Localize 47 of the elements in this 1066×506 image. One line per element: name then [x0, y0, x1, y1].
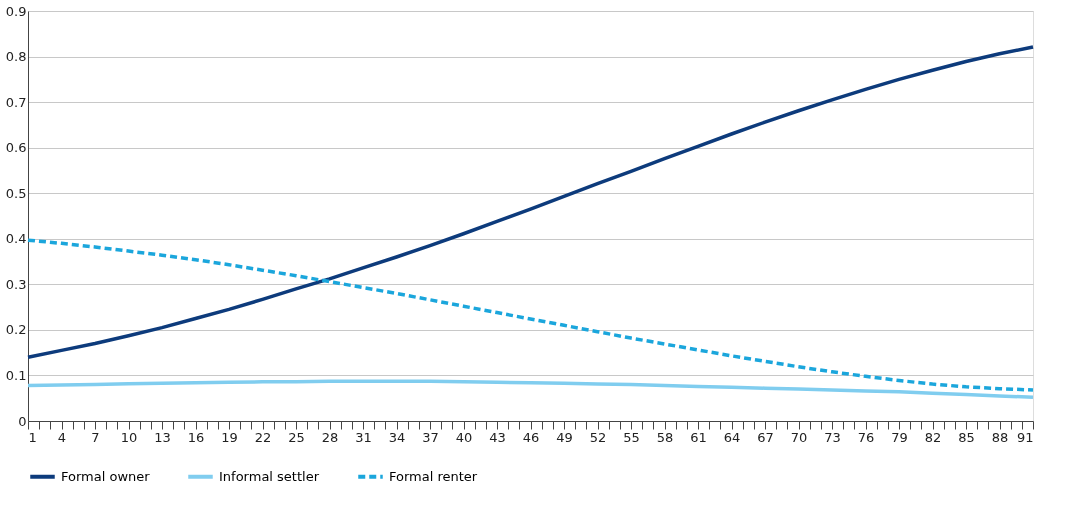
- x-tick-label: 58: [656, 429, 674, 445]
- x-tick-label: 37: [422, 429, 439, 445]
- x-tick-label: 82: [924, 429, 942, 445]
- x-tick-label: 31: [355, 429, 372, 445]
- x-tick-label: 88: [991, 429, 1009, 445]
- y-tick-label: 0.3: [5, 276, 27, 292]
- x-tick-label: 79: [891, 429, 908, 445]
- y-tick-label: 0: [18, 413, 27, 429]
- line-series: [26, 45, 1035, 359]
- x-tick-label: 13: [154, 429, 171, 445]
- line-series: [26, 238, 1035, 392]
- x-tick-label: 91: [1016, 429, 1034, 445]
- x-tick-label: 64: [723, 429, 741, 445]
- y-tick-label: 0.4: [5, 231, 27, 247]
- legend-label: Formal owner: [61, 468, 151, 484]
- x-tick-label: 55: [623, 429, 640, 445]
- x-tick-label: 1: [28, 429, 37, 445]
- legend-label: Informal settler: [219, 468, 320, 484]
- legend-label: Formal renter: [389, 468, 478, 484]
- x-tick-label: 70: [790, 429, 808, 445]
- line-series: [26, 379, 1035, 400]
- x-tick-label: 49: [556, 429, 573, 445]
- x-tick-label: 19: [221, 429, 238, 445]
- x-tick-label: 28: [321, 429, 339, 445]
- x-tick-label: 61: [690, 429, 707, 445]
- x-tick-label: 73: [824, 429, 841, 445]
- x-tick-label: 40: [455, 429, 473, 445]
- x-tick-label: 43: [489, 429, 506, 445]
- x-tick-label: 52: [589, 429, 607, 445]
- x-tick-label: 34: [388, 429, 406, 445]
- x-tick-label: 46: [522, 429, 540, 445]
- x-tick-label: 4: [57, 429, 67, 445]
- x-tick-label: 7: [91, 429, 100, 445]
- x-tick-label: 67: [757, 429, 774, 445]
- x-tick-label: 16: [187, 429, 205, 445]
- x-tick-label: 76: [857, 429, 875, 445]
- x-tick-label: 25: [288, 429, 305, 445]
- x-tick-label: 10: [120, 429, 138, 445]
- y-tick-label: 0.1: [5, 367, 27, 383]
- y-tick-label: 0.6: [5, 140, 27, 156]
- y-tick-label: 0.9: [5, 3, 27, 19]
- y-tick-label: 0.8: [5, 49, 27, 65]
- y-tick-label: 0.2: [5, 322, 27, 338]
- x-tick-label: 22: [254, 429, 272, 445]
- y-tick-label: 0.5: [5, 185, 27, 201]
- y-tick-label: 0.7: [5, 94, 27, 110]
- x-tick-label: 85: [958, 429, 975, 445]
